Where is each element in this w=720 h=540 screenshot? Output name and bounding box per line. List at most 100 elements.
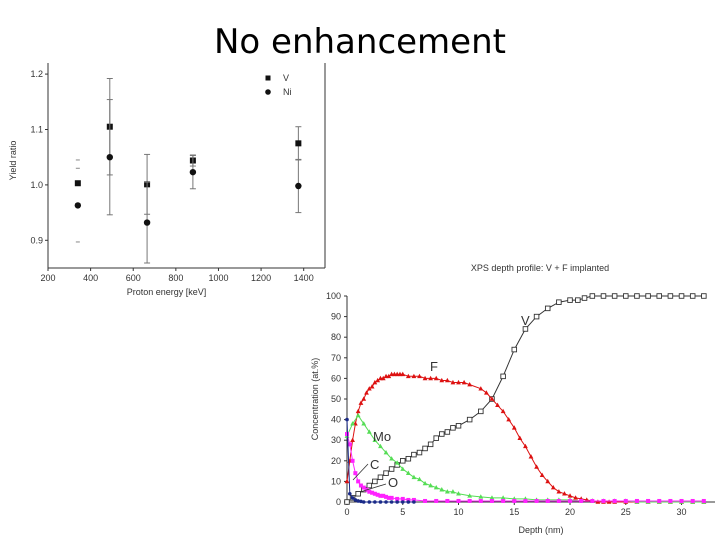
annotation-f: F [430,359,438,374]
data-point-C [347,442,352,447]
data-point-C [353,471,358,476]
data-point-F [506,417,512,422]
data-point-C [423,498,428,503]
data-point-Mo [405,470,411,475]
data-point-F [369,384,375,389]
data-point-F [606,499,612,504]
data-point-F [364,390,369,395]
data-point-O [367,500,372,504]
data-point-C [400,496,405,501]
data-point-V [411,451,417,458]
y-tick-label: 30 [331,435,341,445]
data-point-C [350,458,355,463]
data-point-V [405,455,412,462]
data-point-F [361,396,367,401]
y-tick-label: 20 [331,456,341,466]
data-point-V [416,449,423,456]
data-point-Ni [106,153,113,161]
x-tick-label: 1000 [208,273,228,283]
y-tick-label: 40 [331,415,341,425]
data-point-C [367,489,372,494]
data-point-V [355,491,361,497]
data-point-C [358,483,363,488]
data-point-V [383,470,389,476]
y-tick-label: 90 [331,312,341,322]
data-point-C [601,498,606,503]
data-point-F [556,489,562,494]
data-point-Mo [450,489,456,494]
data-point-V [295,140,302,147]
x-tick-label: 1200 [251,273,271,283]
data-point-V [600,293,607,299]
x-axis-label: Depth (nm) [518,525,563,535]
data-point-Ni [74,202,82,209]
data-point-V [450,425,456,431]
data-point-O [347,491,352,496]
data-point-Mo [350,421,355,426]
data-point-F [478,386,484,391]
data-point-V [678,293,685,299]
data-point-V [533,313,540,320]
data-point-F [545,478,551,484]
data-point-F [358,400,364,405]
data-point-C [456,498,461,503]
data-point-V [511,346,518,353]
data-point-V [667,293,674,299]
data-point-Mo [478,494,484,499]
data-point-O [359,499,363,504]
data-point-F [567,493,573,498]
data-point-F [534,464,539,469]
data-point-F [428,375,434,381]
series-line-F [346,373,704,503]
y-tick-label: 0 [336,497,341,507]
data-point-C [612,498,617,503]
data-point-F [528,454,534,459]
data-point-F [422,375,428,381]
data-point-O [384,500,388,504]
data-point-F [350,437,355,442]
data-point-Mo [411,474,417,480]
data-point-V [567,297,573,303]
data-point-Ni [143,219,151,226]
data-point-F [386,373,392,379]
data-point-C [375,492,380,497]
chart-title: XPS depth profile: V + F implanted [471,263,609,273]
y-axis-label: Concentration (at.%) [310,358,320,441]
data-point-V [589,293,596,299]
data-point-O [378,500,383,504]
data-point-C [512,498,517,503]
data-point-C [345,432,349,437]
legend-label: V [283,73,289,83]
data-point-Mo [389,456,395,461]
data-point-C [657,498,662,503]
data-point-V [427,441,434,448]
data-point-V [344,499,350,505]
x-tick-label: 800 [168,273,183,283]
annotation-o: O [388,475,398,490]
data-point-V [634,293,640,299]
data-point-C [679,498,684,503]
x-tick-label: 25 [621,507,631,517]
data-point-F [433,375,439,381]
data-point-C [361,485,366,490]
data-point-V [466,416,473,423]
data-point-C [489,498,494,503]
data-point-Mo [394,460,400,465]
data-point-C [389,495,394,500]
y-tick-label: 1.1 [30,124,43,134]
data-point-V [400,458,406,464]
data-point-C [568,498,573,503]
data-point-F [511,425,517,430]
data-point-O [361,500,366,504]
data-point-F [372,379,378,385]
data-point-Mo [500,495,506,500]
data-point-F [500,408,506,414]
data-point-C [386,495,391,500]
data-point-F [523,443,528,449]
data-point-F [489,396,495,401]
legend-marker [265,75,271,81]
x-tick-label: 20 [565,507,575,517]
data-point-C [445,498,450,503]
data-point-Mo [355,412,361,418]
